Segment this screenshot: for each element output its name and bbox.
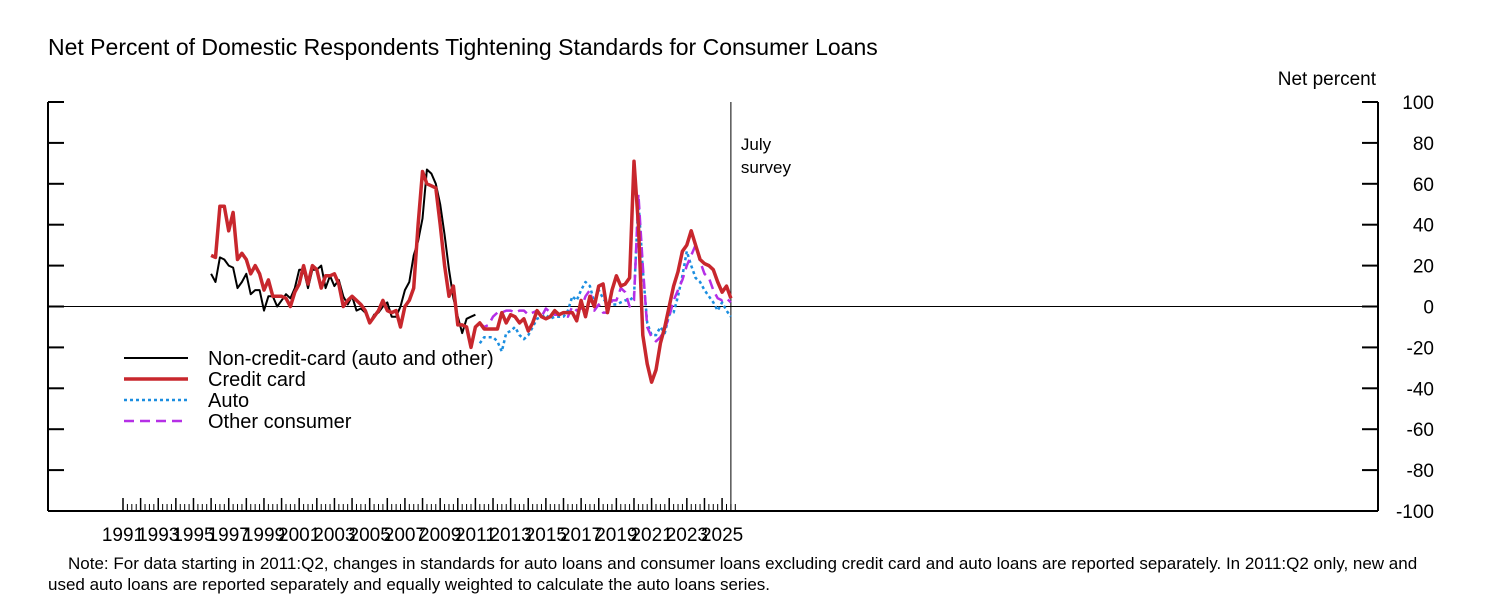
chart-note: Note: For data starting in 2011:Q2, chan… xyxy=(48,553,1428,595)
series-line-non-credit-card-auto-and-other- xyxy=(210,168,476,335)
y-axis: 100 80 60 40 20 0 -20 -40 -60 -80 -100 xyxy=(48,93,1434,523)
y-tick-label: 0 xyxy=(1423,298,1434,319)
x-tick-label: 2013 xyxy=(489,525,531,546)
y-tick-label: -60 xyxy=(1407,420,1434,441)
x-tick-label: 1999 xyxy=(243,525,285,546)
legend-label: Non-credit-card (auto and other) xyxy=(208,348,494,370)
y-tick-label: -20 xyxy=(1407,338,1434,359)
legend: Non-credit-card (auto and other)Credit c… xyxy=(124,348,494,433)
legend-label: Auto xyxy=(208,390,249,412)
y-axis-label: Net percent xyxy=(1278,69,1377,90)
x-axis: 1991199319951997199920012003200520072009… xyxy=(102,498,743,546)
x-tick-label: 1991 xyxy=(102,525,144,546)
note-text: Note: For data starting in 2011:Q2, chan… xyxy=(48,554,1418,594)
x-tick-label: 1997 xyxy=(208,525,250,546)
july-survey-annotation: July survey xyxy=(741,135,792,177)
y-tick-label: 20 xyxy=(1413,257,1434,278)
y-tick-label: 60 xyxy=(1413,175,1434,196)
plot-frame xyxy=(47,102,1379,512)
x-tick-label: 2021 xyxy=(630,525,672,546)
x-tick-label: 2001 xyxy=(278,525,320,546)
x-tick-label: 2023 xyxy=(666,525,708,546)
x-tick-label: 2007 xyxy=(384,525,426,546)
y-tick-label: -80 xyxy=(1407,461,1434,482)
y-tick-label: -40 xyxy=(1407,379,1434,400)
x-tick-label: 2009 xyxy=(419,525,461,546)
x-tick-label: 2019 xyxy=(595,525,637,546)
chart-title: Net Percent of Domestic Respondents Tigh… xyxy=(48,34,878,60)
legend-label: Credit card xyxy=(208,369,306,391)
y-tick-label: 40 xyxy=(1413,216,1434,237)
y-tick-label: 100 xyxy=(1402,93,1434,114)
x-tick-label: 1995 xyxy=(172,525,214,546)
series-line-credit-card xyxy=(210,159,733,384)
series-line-other-consumer xyxy=(478,192,732,343)
annotation-line: July xyxy=(741,135,772,154)
x-tick-label: 1993 xyxy=(137,525,179,546)
x-tick-label: 2011 xyxy=(455,525,496,546)
annotation-line: survey xyxy=(741,158,792,177)
x-tick-label: 2017 xyxy=(560,525,602,546)
series-line-auto xyxy=(478,198,732,353)
x-tick-label: 2003 xyxy=(313,525,355,546)
x-tick-label: 2025 xyxy=(701,525,743,546)
series-layer xyxy=(210,159,733,384)
x-tick-label: 2015 xyxy=(525,525,567,546)
y-tick-label: -100 xyxy=(1396,502,1434,523)
legend-label: Other consumer xyxy=(208,411,352,433)
x-tick-label: 2005 xyxy=(349,525,391,546)
y-tick-label: 80 xyxy=(1413,134,1434,155)
